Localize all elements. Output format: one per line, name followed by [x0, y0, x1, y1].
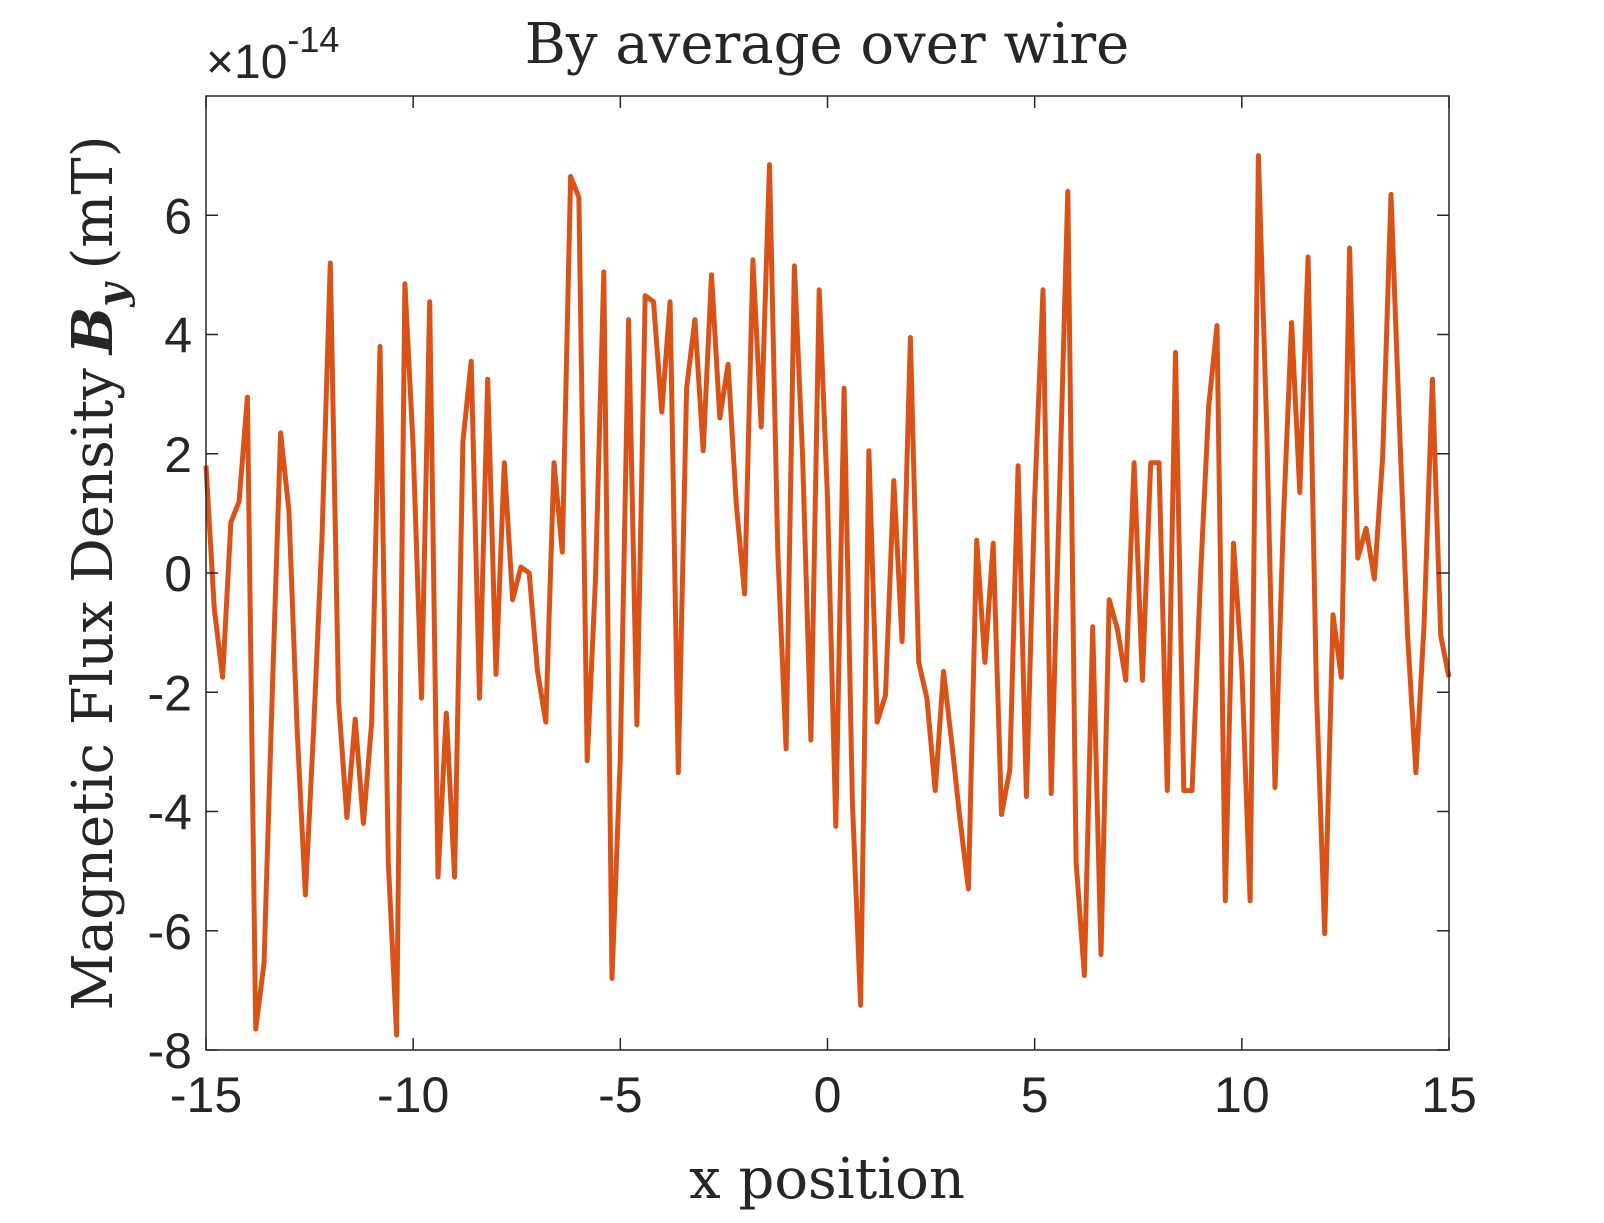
y-tick-label: -2 [148, 665, 192, 721]
chart-title: By average over wire [525, 12, 1130, 77]
tick-labels: -15 -10 -5 0 5 10 15 -8 -6 -4 -2 0 2 4 6 [148, 188, 1477, 1123]
x-tick-label: 10 [1214, 1067, 1270, 1123]
series-group [203, 153, 1452, 1038]
y-axis-label: Magnetic Flux Density By (mT) [60, 135, 136, 1010]
y-axis-label-symbol: B [60, 307, 126, 356]
x-axis-label: x position [689, 1147, 965, 1212]
x-tick-label: 0 [814, 1067, 842, 1123]
y-tick-label: 2 [164, 427, 192, 483]
y-tick-label: 4 [164, 308, 192, 364]
x-tick-label: 15 [1421, 1067, 1477, 1123]
y-axis-label-prefix: Magnetic Flux Density [61, 368, 126, 1011]
y-tick-label: -6 [148, 904, 192, 960]
x-tick-label: 5 [1021, 1067, 1049, 1123]
y-axis-label-unit: (mT) [61, 135, 126, 269]
y-axis-label-subscript: y [89, 281, 136, 308]
y-exponent-power: -14 [287, 19, 339, 60]
y-exponent-label: ×10-14 [206, 19, 339, 89]
y-tick-label: -4 [148, 785, 192, 841]
y-tick-label: 0 [164, 546, 192, 602]
tick-marks [205, 96, 1450, 1051]
x-tick-label: -15 [170, 1067, 242, 1123]
series-line [203, 153, 1452, 1038]
y-tick-label: 6 [164, 188, 192, 244]
y-exponent-prefix: ×10 [206, 36, 287, 89]
x-tick-label: -5 [598, 1067, 642, 1123]
y-tick-label: -8 [148, 1023, 192, 1079]
x-tick-label: -10 [377, 1067, 449, 1123]
